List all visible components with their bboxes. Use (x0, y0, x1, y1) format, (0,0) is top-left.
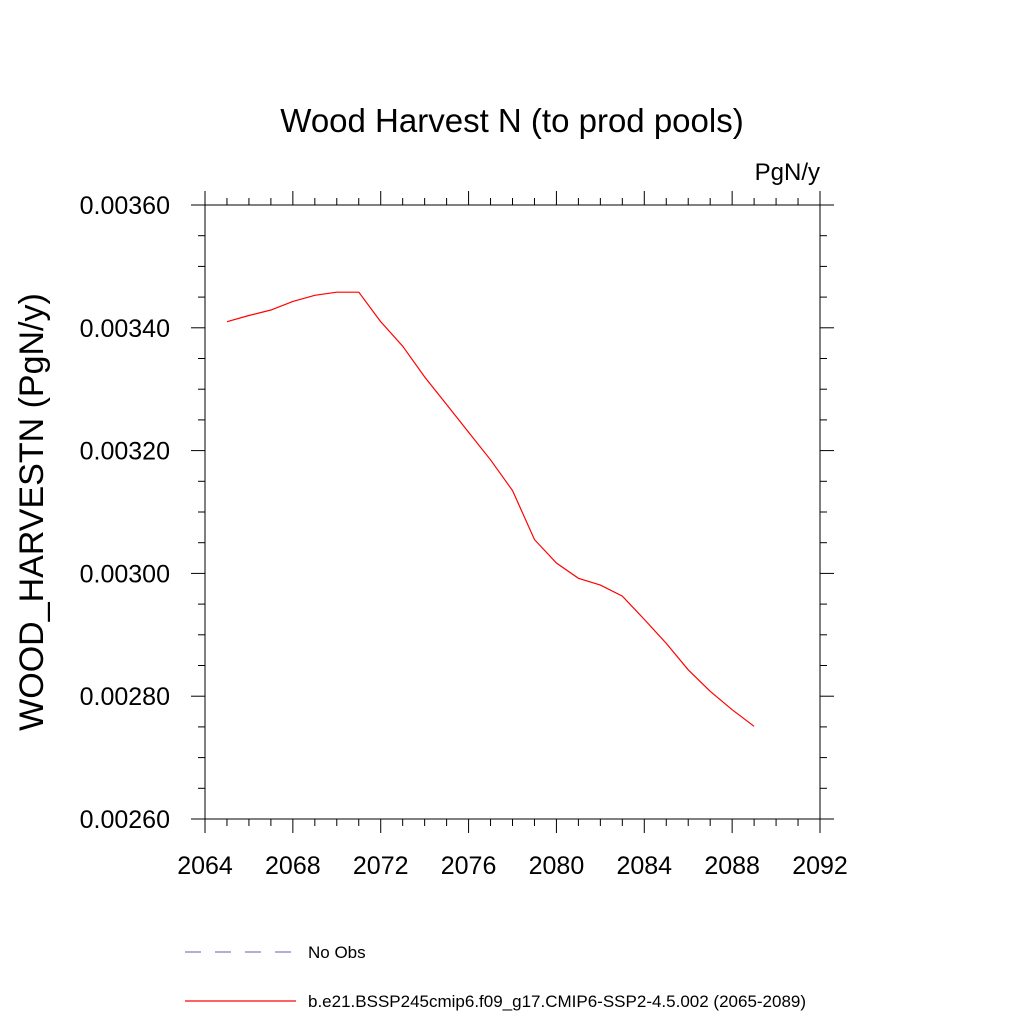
x-tick-label: 2088 (704, 852, 760, 880)
legend-label-0: No Obs (308, 943, 366, 962)
y-axis-label: WOOD_HARVESTN (PgN/y) (13, 293, 51, 731)
axis-ticks (191, 191, 834, 833)
y-tick-label: 0.00300 (80, 560, 170, 588)
series-line-1 (226, 291, 755, 727)
x-tick-label: 2080 (529, 852, 585, 880)
legend-label-1: b.e21.BSSP245cmip6.f09_g17.CMIP6-SSP2-4.… (308, 992, 806, 1011)
legend: No Obs b.e21.BSSP245cmip6.f09_g17.CMIP6-S… (185, 943, 806, 1011)
x-tick-label: 2092 (792, 852, 848, 880)
y-tick-label: 0.00320 (80, 438, 170, 466)
chart-title: Wood Harvest N (to prod pools) (280, 102, 743, 139)
x-tick-label: 2072 (353, 852, 409, 880)
y-tick-label: 0.00340 (80, 315, 170, 343)
axis-tick-labels: 2064 2068 2072 2076 2080 2084 2088 2092 0.00260 0… (80, 192, 848, 880)
series-layer (226, 291, 755, 727)
x-tick-label: 2076 (441, 852, 497, 880)
y-tick-label: 0.00280 (80, 683, 170, 711)
plot-frame (204, 204, 821, 820)
y-tick-label: 0.00360 (80, 192, 170, 220)
units-label: PgN/y (755, 159, 820, 186)
x-tick-label: 2064 (177, 852, 233, 880)
y-tick-label: 0.00260 (80, 806, 170, 834)
x-tick-label: 2084 (616, 852, 672, 880)
x-tick-label: 2068 (265, 852, 321, 880)
